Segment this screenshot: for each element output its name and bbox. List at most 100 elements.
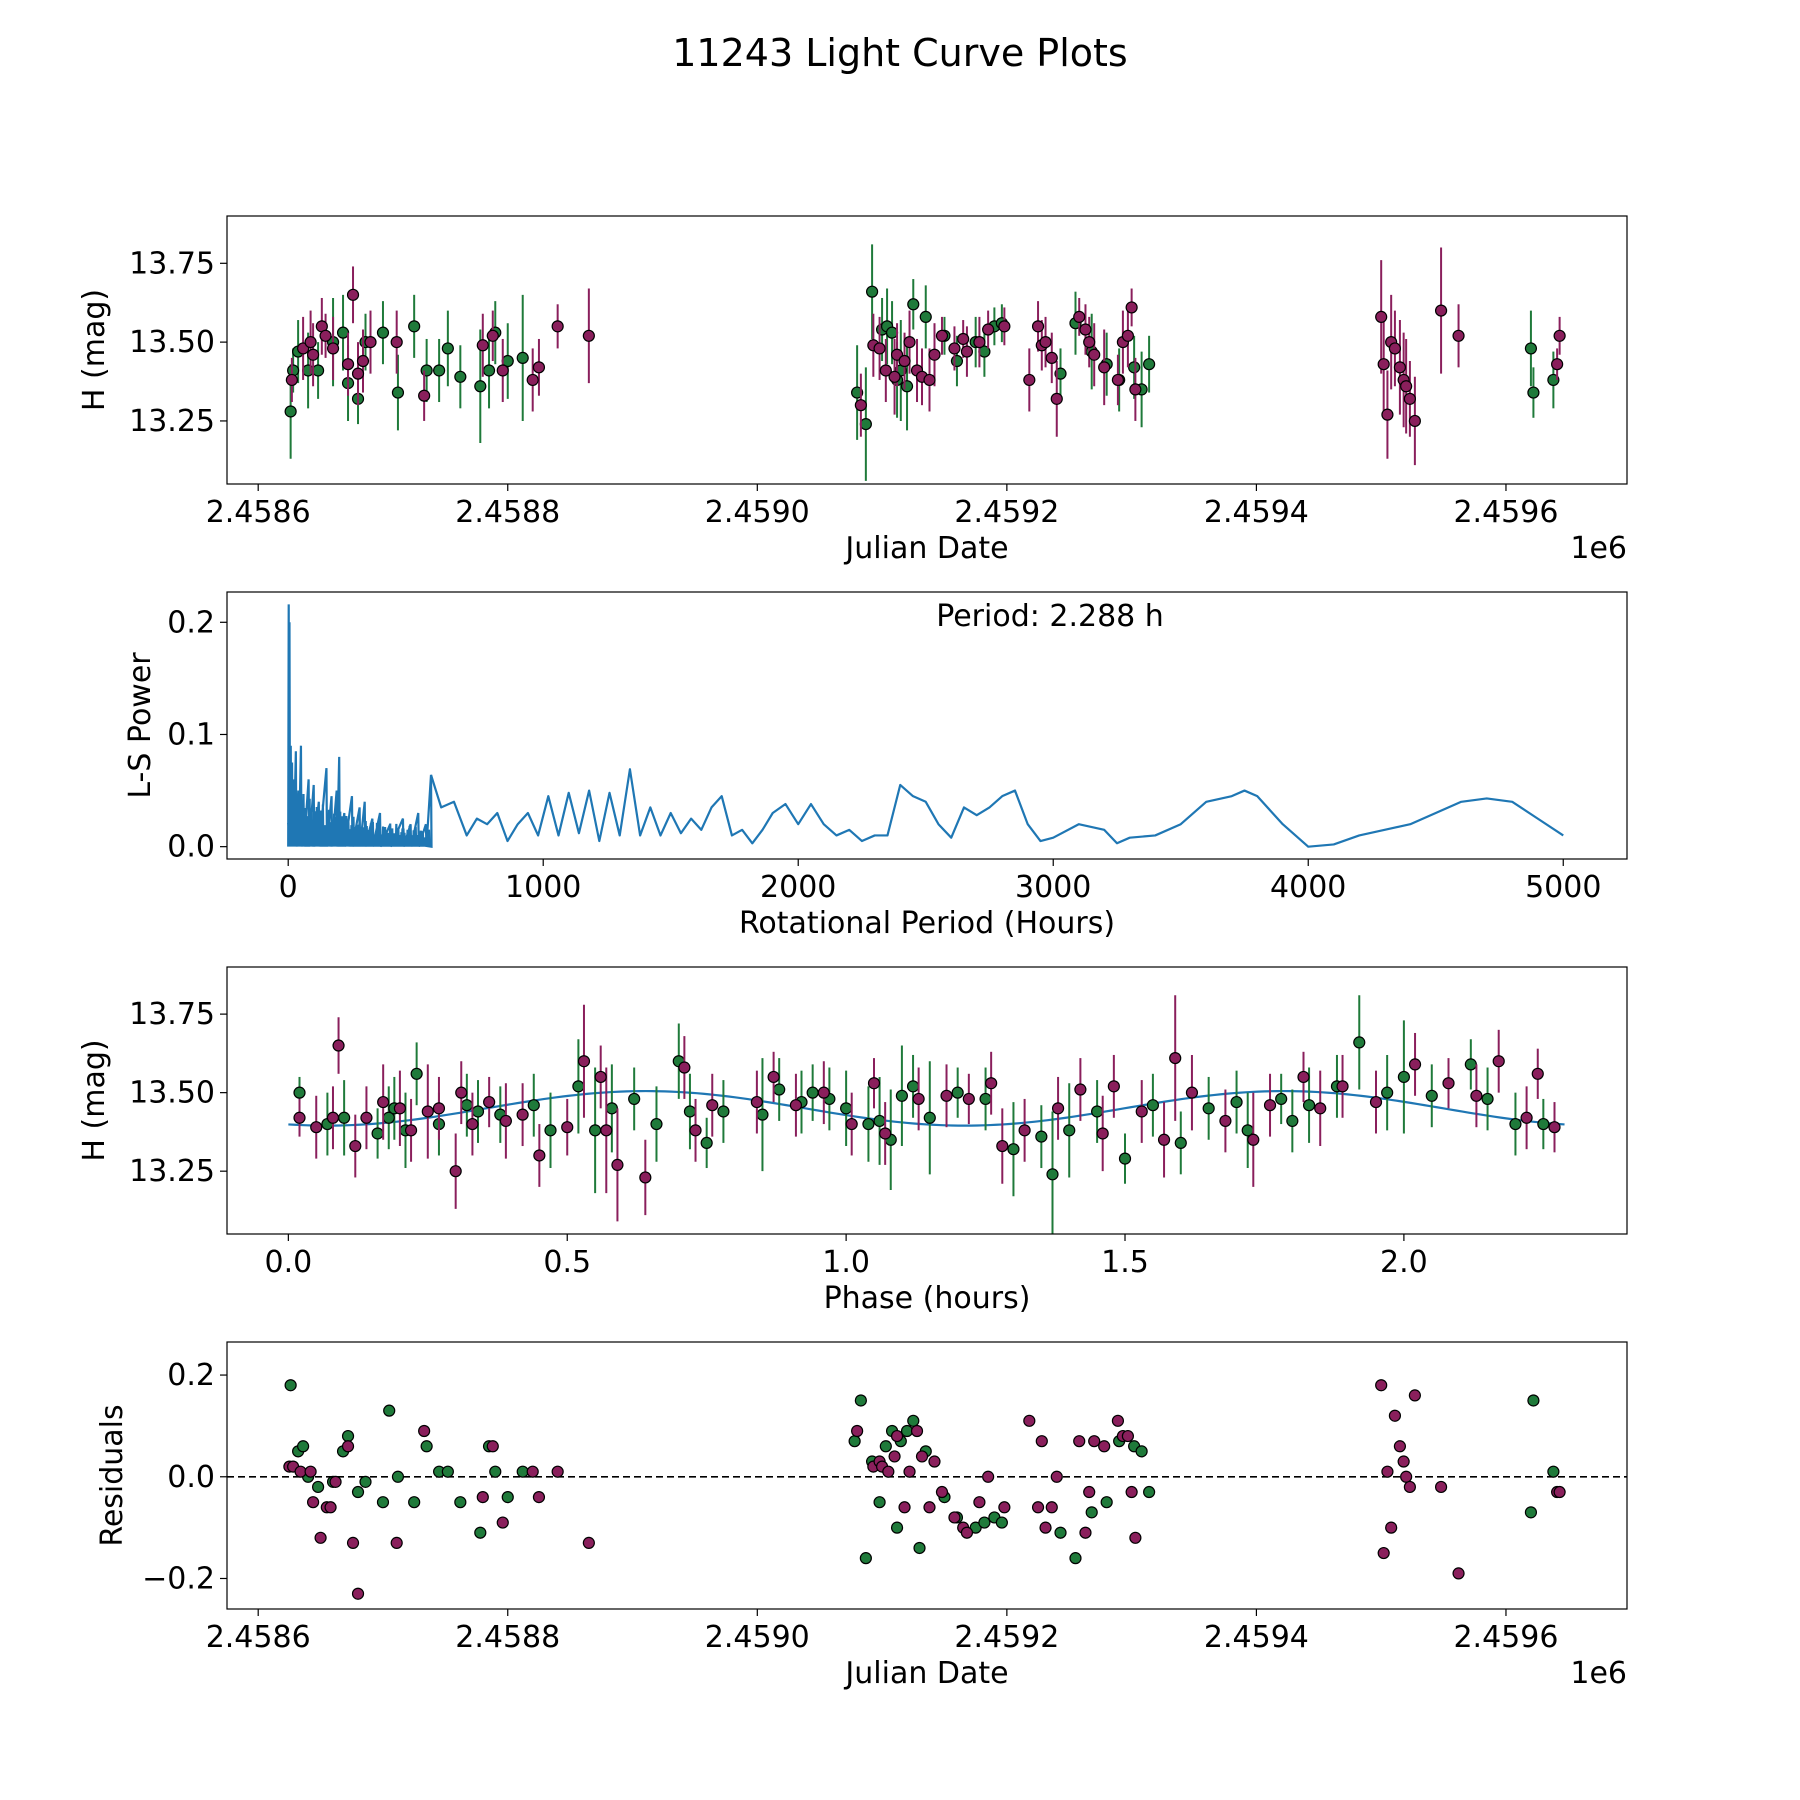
data-point xyxy=(600,1124,613,1137)
data-point xyxy=(1129,383,1142,396)
data-point xyxy=(1035,1130,1048,1143)
data-point xyxy=(319,329,332,342)
data-point xyxy=(885,326,899,339)
data-point xyxy=(1527,1394,1540,1407)
data-point xyxy=(341,1429,355,1443)
x-tick-label: 2.4590 xyxy=(705,495,810,530)
data-point xyxy=(391,1470,405,1483)
data-point xyxy=(1527,386,1540,399)
data-point xyxy=(912,1092,925,1106)
x-tick-label: 2000 xyxy=(760,870,836,905)
data-point xyxy=(1481,1092,1494,1106)
y-tick-label: 0.1 xyxy=(167,717,215,752)
data-point xyxy=(1336,1080,1349,1093)
data-point xyxy=(1083,336,1096,349)
plot-area xyxy=(288,995,1565,1234)
data-point xyxy=(561,1121,574,1134)
data-point xyxy=(919,310,932,323)
data-point xyxy=(1202,1102,1215,1115)
data-point xyxy=(898,1501,911,1514)
data-point xyxy=(1531,1067,1544,1080)
data-point xyxy=(526,373,539,387)
x-tick-label: 1000 xyxy=(505,870,581,905)
x-tick-label: 4000 xyxy=(1270,870,1346,905)
data-point xyxy=(486,329,499,342)
data-point xyxy=(957,332,970,346)
y-tick-label: 0.2 xyxy=(167,605,215,640)
data-point xyxy=(1069,1552,1082,1565)
data-point xyxy=(533,1149,546,1162)
data-point xyxy=(888,370,901,383)
data-point xyxy=(1434,304,1448,317)
data-point xyxy=(895,1089,909,1102)
data-point xyxy=(1434,1480,1448,1494)
data-point xyxy=(1442,1077,1455,1090)
x-tick-label: 2.4588 xyxy=(455,1620,560,1655)
data-point xyxy=(890,1521,904,1534)
data-point xyxy=(1050,392,1063,405)
data-point xyxy=(998,320,1011,333)
data-point xyxy=(329,1475,342,1488)
plot-area xyxy=(287,604,1564,848)
data-point xyxy=(421,1105,434,1118)
data-point xyxy=(1381,1086,1394,1099)
data-point xyxy=(639,1171,652,1184)
data-point xyxy=(1353,1036,1366,1049)
data-point xyxy=(326,342,340,355)
data-point xyxy=(928,348,941,361)
data-point xyxy=(879,1440,892,1453)
axes-frame xyxy=(226,215,1628,485)
data-point xyxy=(1385,1521,1398,1534)
data-point xyxy=(516,1108,529,1121)
data-point xyxy=(1135,1445,1148,1458)
data-point xyxy=(324,1501,337,1514)
data-point xyxy=(1143,1485,1156,1499)
data-point xyxy=(879,1127,892,1140)
data-point xyxy=(1039,336,1052,349)
data-point xyxy=(962,1092,975,1106)
data-point xyxy=(978,1516,991,1529)
data-point xyxy=(1088,348,1101,361)
data-point xyxy=(928,1455,941,1468)
x-tick-label: 2.4594 xyxy=(1204,1620,1309,1655)
data-point xyxy=(594,1070,607,1084)
y-axis-label: H (mag) xyxy=(77,289,112,411)
data-point xyxy=(982,1470,995,1483)
data-point xyxy=(304,336,317,349)
data-point xyxy=(476,1491,489,1504)
data-point xyxy=(915,1450,929,1463)
data-point xyxy=(383,1404,396,1417)
data-point xyxy=(449,1165,462,1178)
data-point xyxy=(454,1496,467,1509)
data-point xyxy=(1425,1089,1438,1102)
data-point xyxy=(284,1379,297,1392)
y-axis-label: H (mag) xyxy=(77,1039,112,1161)
data-point xyxy=(750,1095,763,1109)
data-point xyxy=(1219,1114,1232,1128)
data-point xyxy=(888,1450,901,1463)
data-point xyxy=(756,1108,769,1121)
data-point xyxy=(408,1496,421,1509)
data-point xyxy=(1286,1114,1299,1128)
data-point xyxy=(717,1105,730,1118)
data-point xyxy=(360,1111,373,1124)
x-axis-label: Julian Date xyxy=(843,531,1008,566)
data-point xyxy=(859,417,872,431)
axes-frame xyxy=(226,1341,1628,1610)
data-point xyxy=(294,1465,307,1478)
data-point xyxy=(284,405,297,418)
data-point xyxy=(890,1429,904,1443)
data-point xyxy=(973,1496,986,1509)
data-point xyxy=(1039,1521,1052,1534)
data-point xyxy=(486,1440,499,1453)
data-point xyxy=(293,1086,306,1099)
data-point xyxy=(474,1526,487,1539)
y-axis-label: Residuals xyxy=(95,1404,130,1546)
data-point xyxy=(1393,1440,1407,1453)
data-point xyxy=(1537,1117,1550,1131)
data-point xyxy=(806,1086,819,1099)
data-point xyxy=(516,1465,529,1478)
data-point xyxy=(1111,373,1125,387)
data-point xyxy=(306,1496,320,1509)
data-point xyxy=(466,1117,479,1131)
